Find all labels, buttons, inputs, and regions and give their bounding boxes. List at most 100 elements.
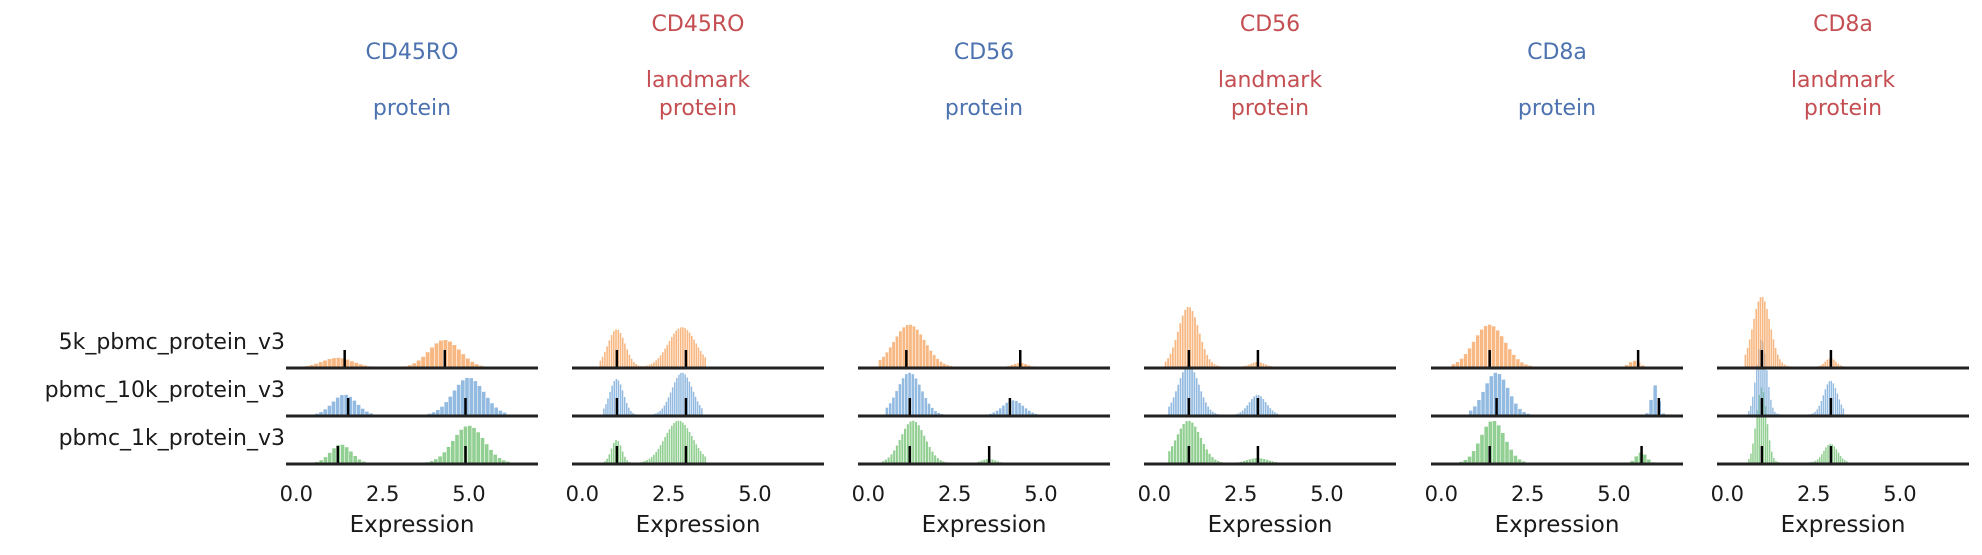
- histogram-bar: [1752, 396, 1754, 416]
- histogram-bar: [1266, 459, 1269, 464]
- histogram-bar: [1211, 457, 1214, 464]
- histogram-bar: [356, 404, 361, 416]
- histogram-bar: [1208, 359, 1211, 368]
- histogram-bar: [340, 444, 345, 464]
- histogram-bar: [1191, 422, 1194, 464]
- histogram-bar: [673, 333, 675, 368]
- histogram-bar: [1169, 353, 1172, 368]
- histogram-bar: [1816, 459, 1819, 464]
- histogram-bar: [468, 425, 472, 464]
- histogram-bar: [348, 396, 352, 416]
- histogram-bar: [671, 425, 673, 464]
- histogram-bar: [624, 343, 626, 368]
- histogram-bar: [336, 357, 341, 368]
- histogram-bar: [917, 425, 920, 464]
- histogram-bar: [1844, 460, 1846, 464]
- histogram-bar: [1754, 428, 1756, 464]
- histogram-bar: [1774, 347, 1777, 368]
- histogram-bar: [481, 391, 486, 416]
- histogram-bar: [892, 397, 895, 416]
- histogram-series: [599, 420, 706, 464]
- histogram-bar: [442, 452, 447, 464]
- histogram-bar: [666, 432, 669, 464]
- histogram-bar: [431, 412, 436, 416]
- x-tick-label: 0.0: [1424, 482, 1459, 506]
- histogram-bar: [476, 432, 480, 464]
- histogram-bar: [1500, 336, 1504, 368]
- histogram-bar: [657, 448, 660, 464]
- histogram-bar: [444, 402, 448, 416]
- histogram-bar: [416, 360, 421, 368]
- histogram-bar: [630, 358, 633, 368]
- histogram-bar: [939, 460, 942, 464]
- x-tick-label: 2.5: [651, 482, 686, 506]
- histogram-bar: [1777, 354, 1779, 368]
- histogram-bar: [1814, 411, 1816, 416]
- histogram-bar: [673, 423, 675, 464]
- histogram-bar: [623, 397, 626, 416]
- histogram-bar: [1182, 424, 1185, 464]
- histogram-bar: [693, 440, 695, 464]
- x-axis-label: Expression: [921, 512, 1047, 538]
- histogram-bar: [490, 403, 494, 416]
- histogram-bar: [486, 397, 490, 416]
- histogram-bar: [692, 391, 695, 416]
- histogram-bar: [1476, 443, 1480, 464]
- histogram-bar: [1837, 452, 1840, 464]
- histogram-bar: [1195, 378, 1198, 416]
- histogram-bar: [628, 407, 630, 416]
- histogram-bar: [477, 385, 482, 416]
- histogram-bar: [1206, 354, 1209, 368]
- histogram-bar: [1167, 358, 1169, 368]
- histogram-bar: [1198, 333, 1201, 368]
- histogram-bar: [1746, 347, 1749, 368]
- histogram-bar: [1822, 395, 1824, 416]
- histogram-bar: [1826, 384, 1828, 416]
- x-tick-label: 5.0: [452, 482, 486, 506]
- histogram-bar: [604, 352, 606, 368]
- histogram-bar: [677, 420, 680, 464]
- histogram-bar: [1211, 411, 1214, 416]
- histogram-bar: [1842, 408, 1845, 416]
- panel-title: CD45RO protein: [365, 40, 459, 121]
- histogram-bar: [884, 459, 887, 464]
- histogram-bar: [1175, 391, 1177, 416]
- histogram-bar: [1011, 400, 1015, 416]
- histogram-bar: [1013, 363, 1017, 368]
- histogram-bar: [701, 408, 703, 416]
- histogram-bar: [1762, 341, 1764, 416]
- histogram-bar: [1211, 362, 1213, 368]
- histogram-bar: [659, 355, 662, 368]
- histogram-bar: [1199, 438, 1203, 464]
- histogram-bar: [699, 451, 702, 464]
- histogram-bar: [1182, 372, 1184, 416]
- histogram-bar: [340, 358, 345, 368]
- histogram-bar: [1774, 411, 1776, 416]
- histogram-bar: [671, 337, 673, 368]
- histogram-bar: [1485, 383, 1489, 416]
- histogram-bar: [1837, 363, 1839, 368]
- histogram-bar: [1262, 399, 1265, 416]
- histogram-bar: [323, 409, 327, 416]
- histogram-bar: [650, 363, 653, 368]
- histogram-bar: [666, 344, 669, 368]
- histogram-bar: [653, 362, 655, 368]
- histogram-bar: [323, 360, 327, 368]
- histogram-bar: [1761, 297, 1764, 368]
- histogram-bar: [621, 451, 624, 464]
- histogram-series: [1748, 387, 1848, 464]
- histogram-bar: [888, 403, 892, 416]
- histogram-bar: [1018, 403, 1021, 416]
- histogram-bar: [648, 458, 651, 464]
- histogram-bar: [327, 452, 332, 464]
- histogram-bar: [440, 406, 444, 416]
- histogram-bar: [425, 352, 430, 368]
- histogram-bar: [1520, 362, 1524, 368]
- histogram-bar: [909, 421, 912, 464]
- histogram-bar: [1754, 382, 1756, 416]
- panel-title: CD56 landmark protein: [1217, 12, 1323, 121]
- histogram-bar: [452, 390, 457, 416]
- x-tick-label: 5.0: [1024, 482, 1058, 506]
- histogram-bar: [434, 459, 438, 464]
